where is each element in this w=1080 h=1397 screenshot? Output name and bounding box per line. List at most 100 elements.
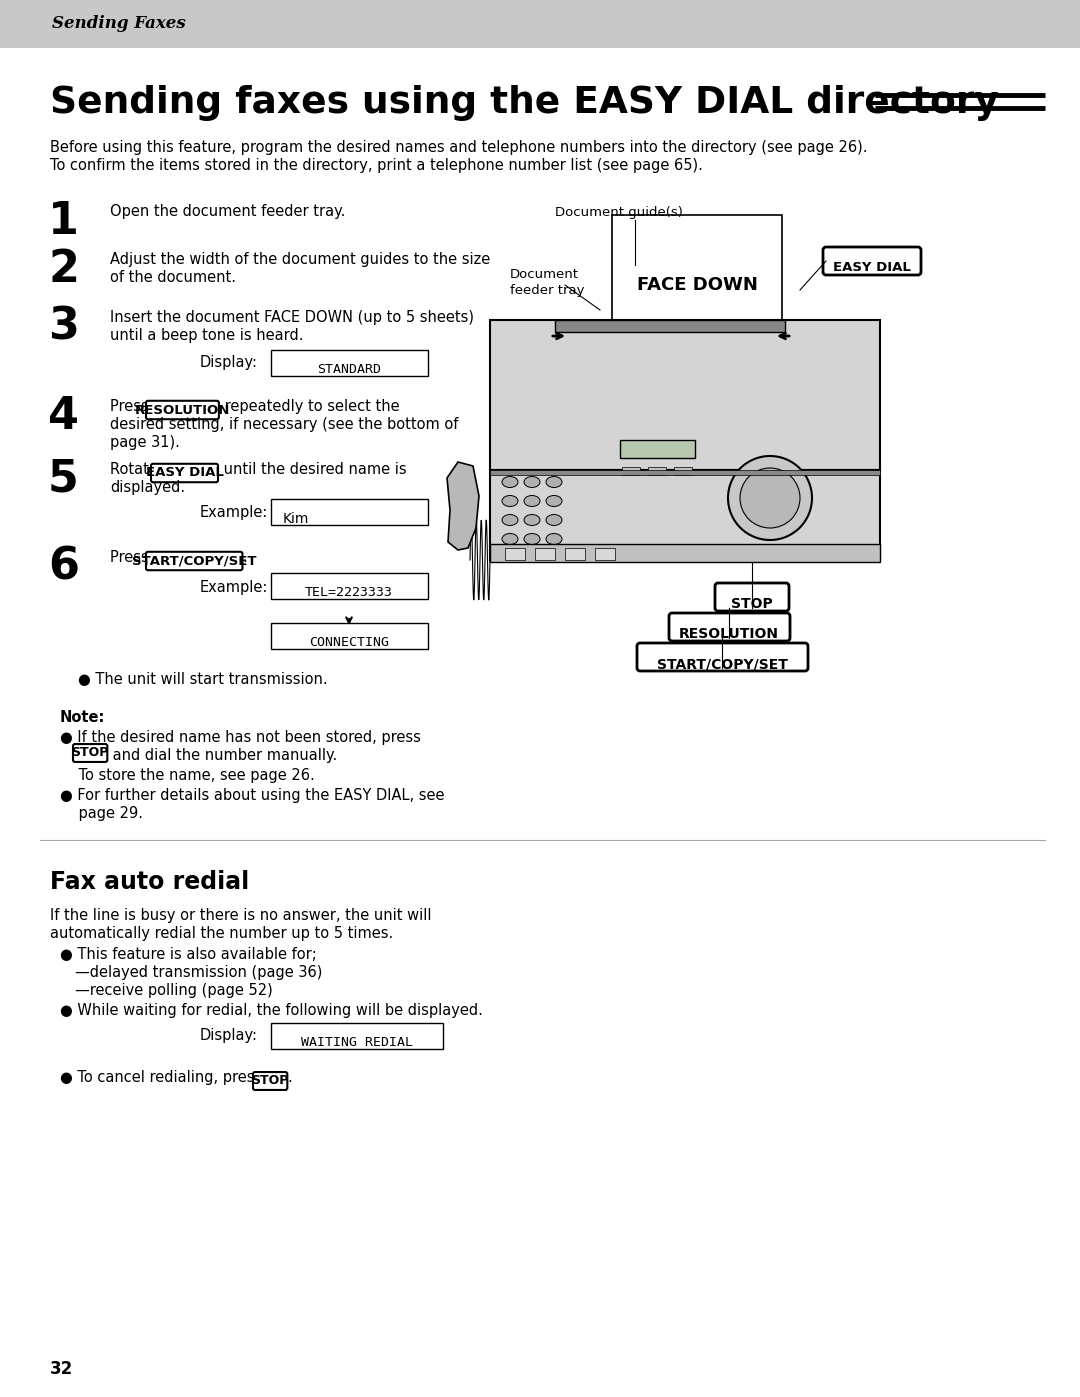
Text: ● This feature is also available for;: ● This feature is also available for; [60, 947, 316, 963]
FancyBboxPatch shape [715, 583, 789, 610]
Bar [490, 320, 880, 469]
Bar [612, 215, 782, 320]
Text: EASY DIAL: EASY DIAL [833, 261, 910, 274]
Ellipse shape [546, 476, 562, 488]
Text: RESOLUTION: RESOLUTION [679, 627, 779, 641]
Text: Fax auto redial: Fax auto redial [50, 870, 249, 894]
Text: page 31).: page 31). [110, 434, 180, 450]
Text: until the desired name is: until the desired name is [219, 462, 407, 476]
Ellipse shape [502, 514, 518, 525]
FancyBboxPatch shape [271, 623, 428, 650]
Bar [490, 469, 880, 475]
Text: ● If the desired name has not been stored, press: ● If the desired name has not been store… [60, 731, 421, 745]
Bar [565, 548, 585, 560]
Ellipse shape [546, 496, 562, 507]
Ellipse shape [524, 534, 540, 545]
Circle shape [740, 468, 800, 528]
Text: .: . [242, 550, 247, 564]
Ellipse shape [546, 514, 562, 525]
Text: and dial the number manually.: and dial the number manually. [108, 747, 338, 763]
Text: 32: 32 [50, 1361, 73, 1377]
Text: Example:: Example: [200, 504, 268, 520]
Text: ● For further details about using the EASY DIAL, see: ● For further details about using the EA… [60, 788, 445, 803]
Text: 2: 2 [48, 249, 79, 291]
Text: STOP: STOP [252, 1074, 288, 1087]
Text: Insert the document FACE DOWN (up to 5 sheets): Insert the document FACE DOWN (up to 5 s… [110, 310, 474, 326]
FancyBboxPatch shape [253, 1071, 287, 1090]
Text: repeatedly to select the: repeatedly to select the [220, 400, 400, 414]
FancyBboxPatch shape [146, 552, 242, 570]
Text: Open the document feeder tray.: Open the document feeder tray. [110, 204, 346, 219]
Text: Before using this feature, program the desired names and telephone numbers into : Before using this feature, program the d… [50, 140, 867, 155]
Ellipse shape [524, 476, 540, 488]
Text: ● To cancel redialing, press: ● To cancel redialing, press [60, 1070, 267, 1085]
Text: Adjust the width of the document guides to the size: Adjust the width of the document guides … [110, 251, 490, 267]
Text: ● While waiting for redial, the following will be displayed.: ● While waiting for redial, the followin… [60, 1003, 483, 1018]
Text: .: . [287, 1070, 292, 1085]
Bar [595, 548, 615, 560]
Text: EASY DIAL: EASY DIAL [146, 467, 224, 479]
FancyBboxPatch shape [73, 745, 107, 761]
FancyBboxPatch shape [637, 643, 808, 671]
FancyBboxPatch shape [271, 351, 428, 376]
Ellipse shape [502, 496, 518, 507]
Text: Document: Document [510, 268, 579, 281]
Bar [505, 548, 525, 560]
Bar [620, 440, 696, 458]
Text: STOP: STOP [71, 746, 109, 760]
Bar [674, 467, 692, 475]
Text: Document guide(s): Document guide(s) [555, 205, 683, 219]
Ellipse shape [524, 496, 540, 507]
Text: displayed.: displayed. [110, 481, 185, 495]
Ellipse shape [502, 476, 518, 488]
Text: CONNECTING: CONNECTING [309, 636, 389, 650]
Text: of the document.: of the document. [110, 270, 237, 285]
Text: FACE DOWN: FACE DOWN [636, 277, 757, 293]
Text: Note:: Note: [60, 710, 106, 725]
Text: Press: Press [110, 400, 153, 414]
Bar [490, 543, 880, 562]
Ellipse shape [524, 514, 540, 525]
Text: 5: 5 [48, 458, 79, 502]
Text: 1: 1 [48, 200, 79, 243]
Circle shape [728, 455, 812, 541]
Text: TEL=2223333: TEL=2223333 [305, 585, 393, 599]
Text: Example:: Example: [200, 580, 268, 595]
FancyBboxPatch shape [271, 573, 428, 599]
Bar [490, 469, 880, 560]
Text: WAITING REDIAL: WAITING REDIAL [301, 1037, 413, 1049]
FancyBboxPatch shape [271, 1023, 443, 1049]
Text: To confirm the items stored in the directory, print a telephone number list (see: To confirm the items stored in the direc… [50, 158, 703, 173]
Text: If the line is busy or there is no answer, the unit will: If the line is busy or there is no answe… [50, 908, 432, 923]
Text: until a beep tone is heard.: until a beep tone is heard. [110, 328, 303, 344]
FancyBboxPatch shape [669, 613, 789, 641]
FancyBboxPatch shape [823, 247, 921, 275]
Bar [555, 320, 785, 332]
Text: page 29.: page 29. [60, 806, 143, 821]
Text: Sending faxes using the EASY DIAL directory: Sending faxes using the EASY DIAL direct… [50, 85, 999, 122]
Text: Press: Press [110, 550, 153, 564]
Text: START/COPY/SET: START/COPY/SET [132, 555, 256, 567]
Polygon shape [447, 462, 480, 550]
Text: —delayed transmission (page 36): —delayed transmission (page 36) [75, 965, 322, 981]
Bar [0, 0, 1080, 47]
FancyBboxPatch shape [146, 401, 219, 419]
Bar [648, 467, 666, 475]
Ellipse shape [502, 534, 518, 545]
Bar [535, 548, 555, 560]
Bar [622, 467, 640, 475]
Ellipse shape [546, 534, 562, 545]
Text: 6: 6 [48, 546, 79, 590]
Text: STOP: STOP [731, 597, 773, 610]
Text: automatically redial the number up to 5 times.: automatically redial the number up to 5 … [50, 926, 393, 942]
Text: desired setting, if necessary (see the bottom of: desired setting, if necessary (see the b… [110, 416, 458, 432]
Text: Kim: Kim [283, 511, 309, 527]
FancyBboxPatch shape [271, 499, 428, 525]
Text: STANDARD: STANDARD [318, 363, 381, 376]
Text: 4: 4 [48, 395, 79, 439]
Text: Rotate: Rotate [110, 462, 162, 476]
Text: Sending Faxes: Sending Faxes [52, 15, 186, 32]
Text: feeder tray: feeder tray [510, 284, 584, 298]
Text: START/COPY/SET: START/COPY/SET [657, 657, 787, 671]
Text: —receive polling (page 52): —receive polling (page 52) [75, 983, 273, 997]
